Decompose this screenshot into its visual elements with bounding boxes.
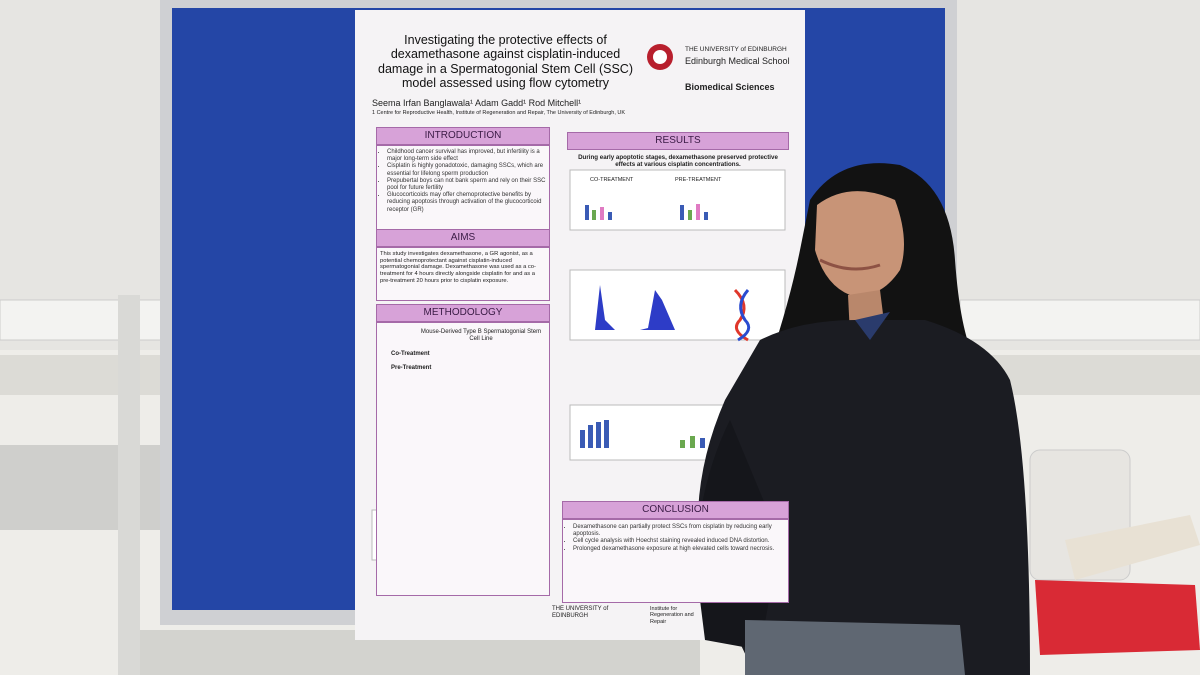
panel-label: CO-TREATMENT xyxy=(590,177,634,183)
footer-institute: Institute for Regeneration and Repair xyxy=(650,606,694,625)
crest xyxy=(653,50,667,64)
affiliation: 1 Centre for Reproductive Health, Instit… xyxy=(372,110,626,116)
bullet: Cisplatin is highly gonadotoxic, damagin… xyxy=(387,163,549,177)
logo-department: Biomedical Sciences xyxy=(685,82,775,92)
logo-school: Edinburgh Medical School xyxy=(685,56,790,66)
aims-text: This study investigates dexamethasone, a… xyxy=(380,251,536,284)
method-model: Mouse-Derived Type B Spermatogonial Stem… xyxy=(420,329,542,342)
section-heading: AIMS xyxy=(376,229,550,247)
bullet: Cell cycle analysis with Hoechst stainin… xyxy=(573,538,788,545)
conclusion-box: Dexamethasone can partially protect SSCs… xyxy=(562,519,789,603)
authors: Seema Irfan Banglawala¹ Adam Gadd¹ Rod M… xyxy=(372,98,582,108)
footer-university: THE UNIVERSITY of EDINBURGH xyxy=(552,606,609,619)
bullet: Prepubertal boys can not bank sperm and … xyxy=(387,178,549,192)
poster-title: Investigating the protective effects of … xyxy=(378,33,633,91)
bullet: Childhood cancer survival has improved, … xyxy=(387,149,549,163)
section-heading: INTRODUCTION xyxy=(376,127,550,145)
section-heading: METHODOLOGY xyxy=(376,304,550,322)
method-pre: Pre-Treatment xyxy=(391,365,432,371)
bullet: Glucocorticoids may offer chemoprotectiv… xyxy=(387,192,549,214)
chair xyxy=(1029,449,1200,655)
section-heading: RESULTS xyxy=(567,132,789,150)
aims-box: This study investigates dexamethasone, a… xyxy=(376,247,550,301)
trunking xyxy=(959,299,1200,341)
easel-leg xyxy=(118,295,140,675)
logo-university: THE UNIVERSITY of EDINBURGH xyxy=(685,46,787,53)
bullet-list: Dexamethasone can partially protect SSCs… xyxy=(563,524,788,553)
bullet: Dexamethasone can partially protect SSCs… xyxy=(573,524,788,538)
trunking xyxy=(0,299,171,341)
method-box: Mouse-Derived Type B Spermatogonial Stem… xyxy=(376,322,550,596)
panel-label: PRE-TREATMENT xyxy=(675,177,722,183)
bullet-list: Childhood cancer survival has improved, … xyxy=(377,149,549,214)
bullet: Prolonged dexamethasone exposure at high… xyxy=(573,546,788,553)
intro-box: Childhood cancer survival has improved, … xyxy=(376,145,550,230)
method-co: Co-Treatment xyxy=(391,351,430,357)
section-heading: CONCLUSION xyxy=(562,501,789,519)
results-summary: During early apoptotic stages, dexametha… xyxy=(578,154,778,169)
